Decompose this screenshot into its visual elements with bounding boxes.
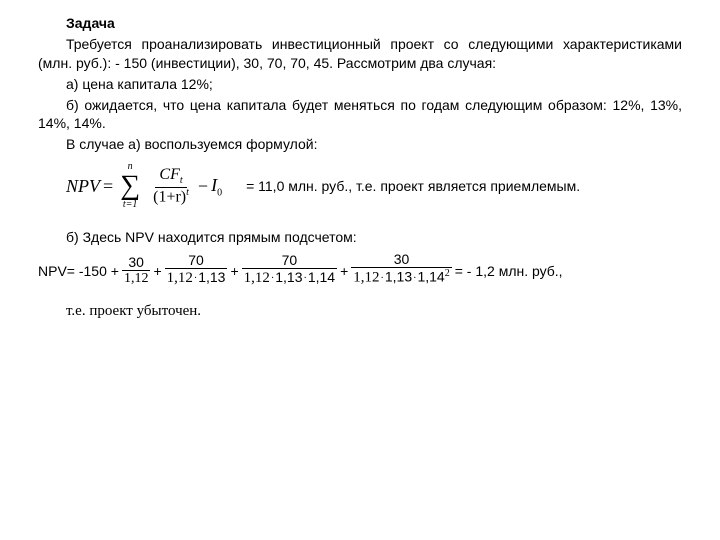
sigma-symbol: ∑ (120, 172, 140, 200)
paragraph-case-b: б) ожидается, что цена капитала будет ме… (38, 96, 682, 134)
term-2-num: 70 (186, 252, 206, 268)
term-4-den: 1,12·1,13·1,142 (351, 268, 451, 287)
npv-calculation: NPV= -150 + 30 1,12 + 70 1,12·1,13 + 70 … (38, 251, 682, 287)
npv-formula: NPV = n ∑ t=1 CFt (1+r)t − I0 (66, 162, 222, 210)
calc-row: NPV= -150 + 30 1,12 + 70 1,12·1,13 + 70 … (38, 251, 682, 287)
term-1-num: 30 (126, 254, 146, 270)
equals-sign: = (103, 174, 113, 198)
term-2: 70 1,12·1,13 (165, 252, 228, 287)
heading-task: Задача (38, 14, 682, 33)
term-4-num: 30 (392, 251, 412, 267)
term-3-num: 70 (280, 252, 300, 268)
term-1-den: 1,12 (122, 271, 151, 287)
formula-lhs: NPV (66, 174, 100, 198)
fraction: CFt (1+r)t (149, 167, 193, 206)
fraction-numerator: CFt (155, 167, 186, 188)
fraction-denominator: (1+r)t (149, 188, 193, 206)
conclusion: т.е. проект убыточен. (38, 301, 682, 321)
term-3-den: 1,12·1,13·1,14 (242, 269, 337, 287)
result-case-a: = 11,0 млн. руб., т.е. проект является п… (246, 177, 682, 196)
paragraph-case-b-lead: б) Здесь NPV находится прямым подсчетом: (38, 228, 682, 247)
sigma-icon: n ∑ t=1 (120, 162, 140, 210)
term-3: 70 1,12·1,13·1,14 (242, 252, 337, 287)
plus-3: + (340, 262, 348, 287)
term-2-den: 1,12·1,13 (165, 269, 228, 287)
calc-prefix: NPV= -150 + (38, 262, 119, 287)
paragraph-case-a: а) цена капитала 12%; (38, 75, 682, 94)
i-zero: I0 (211, 173, 222, 200)
formula-row: NPV = n ∑ t=1 CFt (1+r)t − I0 = 11,0 млн… (66, 162, 682, 210)
term-1: 30 1,12 (122, 254, 151, 287)
paragraph-intro: Требуется проанализировать инвестиционны… (38, 35, 682, 73)
plus-1: + (153, 262, 161, 287)
minus-sign: − (198, 174, 208, 198)
paragraph-formula-lead: В случае а) воспользуемся формулой: (38, 135, 682, 154)
calc-tail: = - 1,2 млн. руб., (455, 262, 563, 287)
plus-2: + (230, 262, 238, 287)
term-4: 30 1,12·1,13·1,142 (351, 251, 451, 287)
sum-lower: t=1 (123, 200, 138, 210)
